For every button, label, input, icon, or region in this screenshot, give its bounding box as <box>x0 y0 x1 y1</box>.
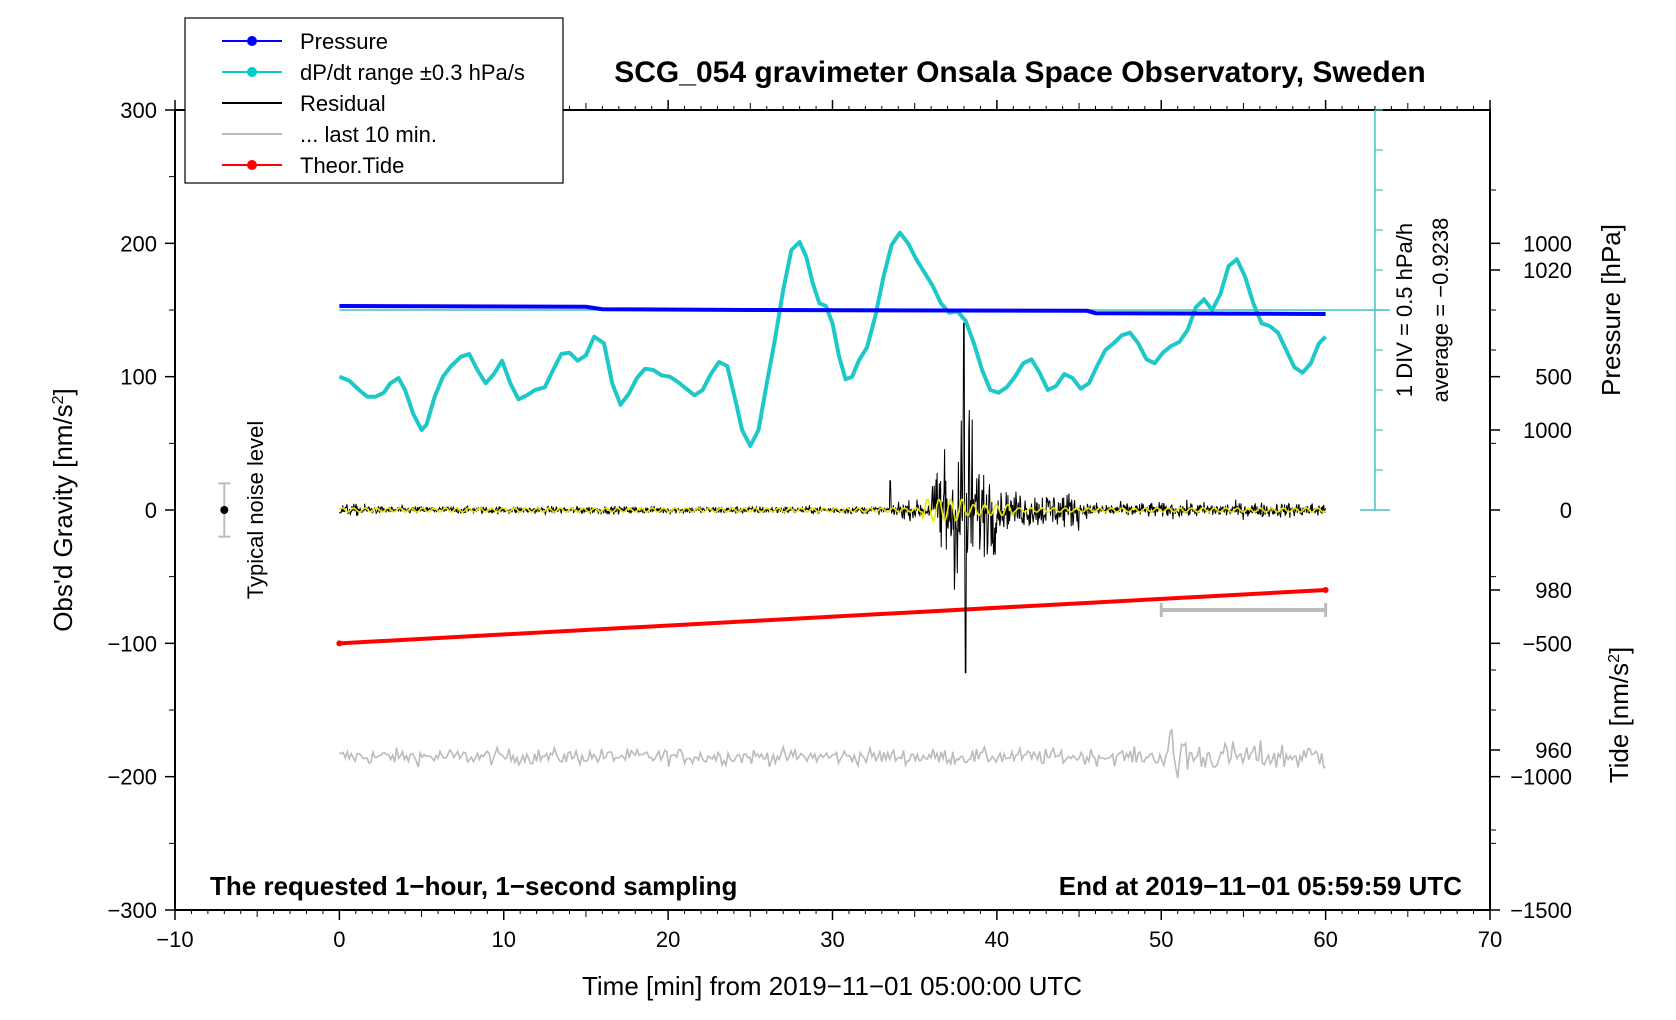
tide-line <box>339 588 1326 646</box>
pressure-axis-label: Pressure [hPa] <box>1596 224 1626 396</box>
legend-label: Theor.Tide <box>300 153 404 178</box>
dpdt-average-label: average = −0.9238 <box>1428 218 1453 403</box>
tide-tick-label: −500 <box>1522 631 1572 656</box>
tide-axis-label: Tide [nm/s2] <box>1604 647 1634 784</box>
legend-label: Pressure <box>300 29 388 54</box>
tide-tick-labels: 1000 500 0 −500 −1000 −1500 <box>1510 231 1572 923</box>
pressure-tick-label: 980 <box>1535 578 1572 603</box>
y-left-tick-label: −300 <box>107 898 157 923</box>
legend-marker <box>247 67 257 77</box>
x-tick-label: 70 <box>1478 927 1502 952</box>
x-tick-label: 50 <box>1149 927 1173 952</box>
x-tick-label: 20 <box>656 927 680 952</box>
pressure-tick-labels: 1020 1000 980 960 <box>1523 258 1572 763</box>
y-left-tick-label: 0 <box>145 498 157 523</box>
tide-tick-label: 500 <box>1535 365 1572 390</box>
note-end-time: End at 2019−11−01 05:59:59 UTC <box>1059 871 1462 901</box>
residual-line <box>338 322 1326 674</box>
tide-tick-label: −1000 <box>1510 765 1572 790</box>
noise-level-label: Typical noise level <box>243 421 268 600</box>
filtered-line <box>338 498 1327 522</box>
y-left-axis-label: Obs'd Gravity [nm/s2] <box>48 388 78 632</box>
x-tick-label: 0 <box>333 927 345 952</box>
legend: Pressure dP/dt range ±0.3 hPa/s Residual..… <box>184 17 564 184</box>
noise-level-point <box>220 506 229 514</box>
chart-title: SCG_054 gravimeter Onsala Space Observat… <box>614 56 1426 89</box>
tide-tick-label: 0 <box>1560 498 1572 523</box>
legend-marker <box>247 160 257 170</box>
tide-tick-label: 1000 <box>1523 231 1572 256</box>
tide-tick-label: −1500 <box>1510 898 1572 923</box>
legend-box <box>184 17 564 184</box>
pressure-tick-label: 1020 <box>1523 258 1572 283</box>
legend-marker <box>247 36 257 46</box>
legend-label: ... last 10 min. <box>300 122 437 147</box>
x-tick-labels: −10 0 10 20 30 40 50 60 70 <box>156 927 1502 952</box>
x-tick-label: 30 <box>820 927 844 952</box>
tide-point <box>336 640 343 647</box>
tide-point <box>1322 587 1329 593</box>
x-axis-label: Time [min] from 2019−11−01 05:00:00 UTC <box>582 971 1082 1001</box>
last-10-min-line <box>338 728 1326 779</box>
x-tick-label: 40 <box>985 927 1009 952</box>
pressure-tick-label: 1000 <box>1523 418 1572 443</box>
y-left-tick-label: 100 <box>120 365 157 390</box>
x-tick-label: 60 <box>1313 927 1337 952</box>
pressure-tick-label: 960 <box>1535 738 1572 763</box>
legend-label: Residual <box>300 91 386 116</box>
y-left-tick-label: 200 <box>120 231 157 256</box>
dpdt-line <box>338 230 1328 448</box>
x-tick-label: 10 <box>492 927 516 952</box>
y-left-tick-labels: 300 200 100 0 −100 −200 −300 <box>107 98 157 923</box>
y-left-tick-label: −200 <box>107 765 157 790</box>
y-left-tick-label: 300 <box>120 98 157 123</box>
pressure-line <box>339 304 1326 316</box>
series-group <box>218 230 1390 779</box>
legend-label: dP/dt range ±0.3 hPa/s <box>300 60 525 85</box>
x-tick-label: −10 <box>156 927 193 952</box>
note-sampling: The requested 1−hour, 1−second sampling <box>210 871 737 901</box>
dpdt-div-label: 1 DIV = 0.5 hPa/h <box>1392 223 1417 397</box>
y-left-tick-label: −100 <box>107 631 157 656</box>
